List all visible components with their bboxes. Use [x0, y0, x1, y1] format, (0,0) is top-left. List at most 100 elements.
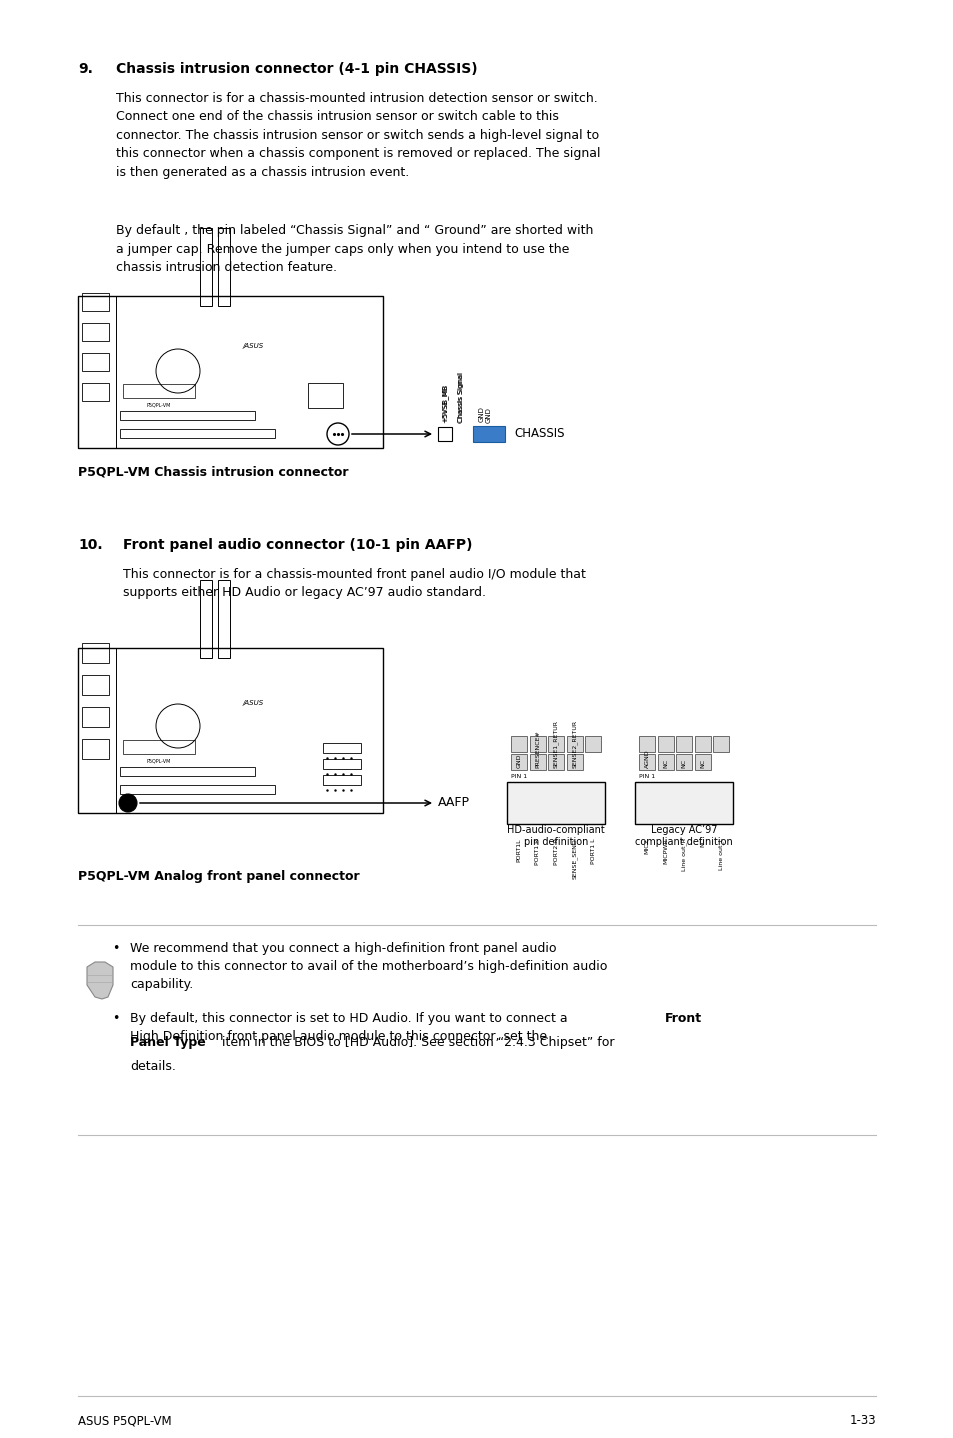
Text: 9.: 9. [78, 62, 92, 76]
Text: This connector is for a chassis-mounted front panel audio I/O module that
suppor: This connector is for a chassis-mounted … [123, 568, 585, 600]
Text: GND: GND [485, 407, 492, 423]
Bar [657, 755, 673, 771]
Bar [123, 741, 194, 754]
Text: SENSE1_RETUR: SENSE1_RETUR [553, 720, 558, 768]
Bar [218, 580, 230, 659]
Bar [676, 755, 691, 771]
Text: Front: Front [664, 1012, 701, 1025]
Text: PIN 1: PIN 1 [511, 774, 527, 779]
Bar [635, 782, 732, 824]
Text: By default, this connector is set to HD Audio. If you want to connect a
High Def: By default, this connector is set to HD … [130, 1012, 567, 1043]
Bar [694, 736, 710, 752]
Bar [676, 736, 691, 752]
Text: GND: GND [478, 406, 484, 421]
Text: NC: NC [700, 838, 704, 847]
Text: NC: NC [700, 759, 704, 768]
Bar [584, 736, 600, 752]
Text: P5QPL-VM Analog front panel connector: P5QPL-VM Analog front panel connector [78, 870, 359, 883]
Text: •: • [112, 942, 119, 955]
Bar [323, 759, 360, 769]
Text: /ASUS: /ASUS [243, 344, 264, 349]
Bar [120, 411, 254, 420]
Bar [474, 427, 488, 441]
Bar [437, 427, 452, 441]
Bar [82, 293, 109, 311]
Text: NC: NC [662, 759, 667, 768]
Bar [78, 296, 116, 449]
Text: We recommend that you connect a high-definition front panel audio
module to this: We recommend that you connect a high-def… [130, 942, 607, 991]
Text: MIC2: MIC2 [644, 838, 649, 854]
Bar [639, 755, 655, 771]
Text: MICPWR: MICPWR [662, 838, 667, 864]
Text: HD-audio-compliant
pin definition: HD-audio-compliant pin definition [507, 825, 604, 847]
Text: P5QPL-VM: P5QPL-VM [147, 403, 171, 407]
Text: +5VSB_MB: +5VSB_MB [441, 384, 448, 421]
Text: P5QPL-VM Chassis intrusion connector: P5QPL-VM Chassis intrusion connector [78, 466, 348, 479]
Bar [120, 429, 274, 439]
Bar [712, 736, 728, 752]
Bar [200, 229, 212, 306]
Text: By default , the pin labeled “Chassis Signal” and “ Ground” are shorted with
a j: By default , the pin labeled “Chassis Si… [116, 224, 593, 275]
Text: PRESENCE#: PRESENCE# [535, 731, 539, 768]
Polygon shape [87, 962, 112, 999]
Text: Legacy AC’97
compliant definition: Legacy AC’97 compliant definition [635, 825, 732, 847]
Bar [200, 580, 212, 659]
Bar [82, 739, 109, 759]
Text: PORT1 L: PORT1 L [590, 838, 595, 864]
Bar [78, 296, 382, 449]
Bar [490, 427, 503, 441]
Bar [120, 766, 254, 777]
Circle shape [119, 794, 137, 812]
Text: CHASSIS: CHASSIS [514, 427, 564, 440]
Text: Panel Type: Panel Type [130, 1035, 206, 1048]
Text: Front panel audio connector (10-1 pin AAFP): Front panel audio connector (10-1 pin AA… [123, 538, 472, 552]
Bar [473, 426, 504, 441]
Bar [639, 736, 655, 752]
Text: NC: NC [680, 759, 686, 768]
Bar [123, 384, 194, 398]
Bar [82, 383, 109, 401]
Text: PORT2 R: PORT2 R [553, 838, 558, 864]
Bar [120, 785, 274, 794]
Text: PIN 1: PIN 1 [639, 774, 655, 779]
Text: This connector is for a chassis-mounted intrusion detection sensor or switch.
Co: This connector is for a chassis-mounted … [116, 92, 599, 178]
Bar [308, 383, 343, 408]
Text: 1-33: 1-33 [848, 1414, 875, 1426]
Text: AGND: AGND [644, 749, 649, 768]
Bar [78, 649, 116, 812]
Text: PORT1 R: PORT1 R [535, 838, 539, 864]
Bar [529, 736, 545, 752]
Bar [82, 324, 109, 341]
Text: Line out_R: Line out_R [680, 838, 686, 871]
Text: AAFP: AAFP [437, 797, 470, 810]
Bar [506, 782, 604, 824]
Bar [657, 736, 673, 752]
Text: Chassis Signal: Chassis Signal [457, 372, 463, 423]
Text: PORT1L: PORT1L [516, 838, 521, 861]
Bar [566, 755, 582, 771]
Text: +5VSB_MB: +5VSB_MB [441, 384, 448, 423]
Text: P5QPL-VM: P5QPL-VM [147, 758, 171, 764]
Bar [218, 229, 230, 306]
Bar [566, 736, 582, 752]
Text: item in the BIOS to [HD Audio]. See section “2.4.3 Chipset” for: item in the BIOS to [HD Audio]. See sect… [218, 1035, 614, 1048]
Bar [78, 649, 382, 812]
Text: •: • [112, 1012, 119, 1025]
Text: ASUS P5QPL-VM: ASUS P5QPL-VM [78, 1414, 172, 1426]
Bar [511, 736, 526, 752]
Text: /ASUS: /ASUS [243, 700, 264, 706]
Text: GND: GND [516, 754, 521, 768]
Text: SENSE_SEND: SENSE_SEND [571, 838, 577, 879]
Bar [82, 352, 109, 371]
Text: details.: details. [130, 1060, 175, 1073]
Bar [82, 643, 109, 663]
Bar [82, 707, 109, 728]
Bar [529, 755, 545, 771]
Bar [82, 674, 109, 695]
Text: Chassis Signal: Chassis Signal [457, 372, 463, 421]
Bar [511, 755, 526, 771]
Text: Chassis intrusion connector (4-1 pin CHASSIS): Chassis intrusion connector (4-1 pin CHA… [116, 62, 477, 76]
Bar [547, 736, 563, 752]
Bar [547, 755, 563, 771]
Text: SENSE2_RETUR: SENSE2_RETUR [571, 719, 577, 768]
